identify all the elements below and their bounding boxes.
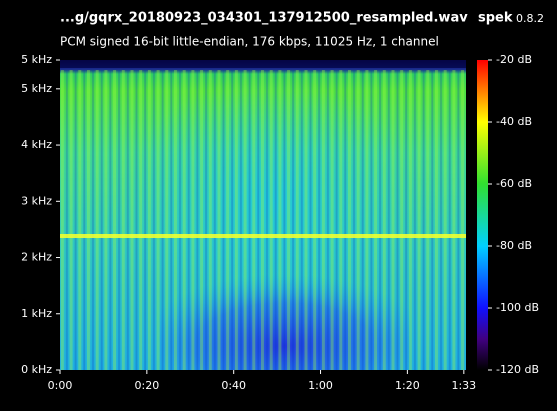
y-tick-label: 0 kHz [21,363,52,376]
y-tick-label: 2 kHz [21,251,52,264]
app-version: 0.8.2 [516,12,544,25]
colorbar-label: -80 dB [496,239,532,252]
y-tick-label: 4 kHz [21,138,52,151]
x-tick-label: 0:20 [134,379,159,392]
colorbar-label: -60 dB [496,177,532,190]
x-tick-label: 1:20 [395,379,420,392]
x-tick-label: 1:00 [308,379,333,392]
y-tick-label: 1 kHz [21,307,52,320]
y-tick-label: 5 kHz [21,53,52,66]
colorbar-label: -20 dB [496,53,532,66]
file-name: ...g/gqrx_20180923_034301_137912500_resa… [60,11,468,26]
color-scale [477,60,488,370]
spectrogram [60,60,466,370]
y-tick-label: 3 kHz [21,194,52,207]
x-tick-label: 1:33 [451,379,476,392]
x-tick-label: 0:00 [48,379,73,392]
app-name: spek [478,11,513,26]
y-tick-label: 5 kHz [21,82,52,95]
stream-info: PCM signed 16-bit little-endian, 176 kbp… [60,35,439,49]
x-tick-label: 0:40 [221,379,246,392]
colorbar-label: -40 dB [496,115,532,128]
colorbar-label: -120 dB [496,363,539,376]
colorbar-label: -100 dB [496,301,539,314]
